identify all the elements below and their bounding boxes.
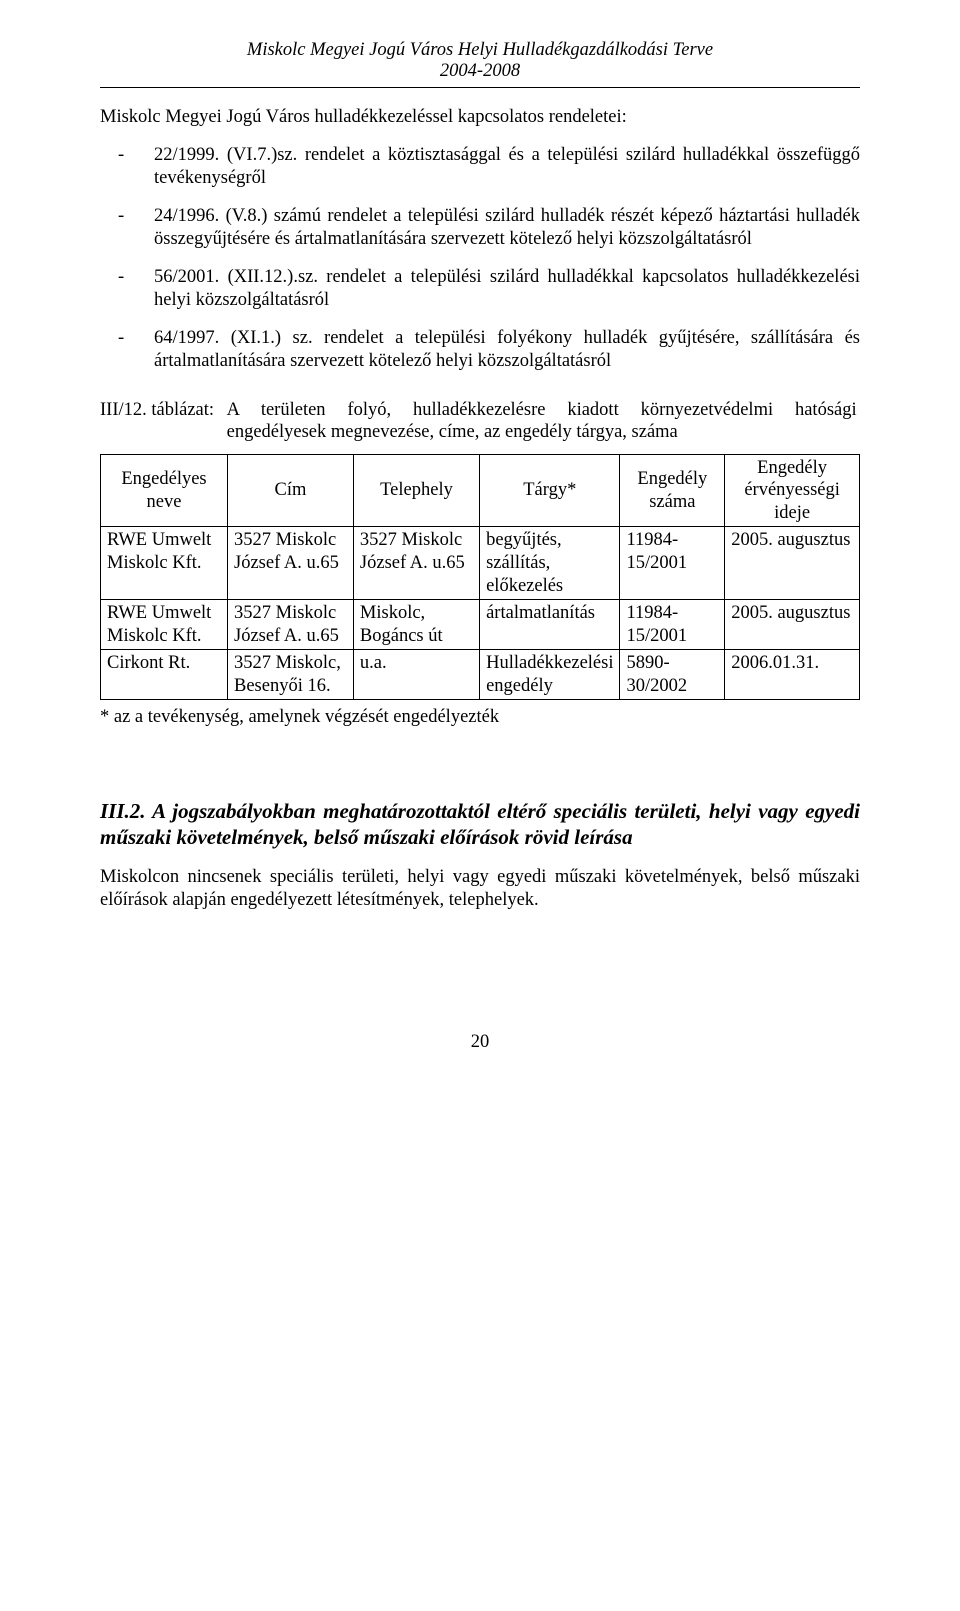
list-item-text: 24/1996. (V.8.) számú rendelet a települ… (154, 205, 860, 250)
table-footnote: * az a tevékenység, amelynek végzését en… (100, 706, 860, 729)
table-cell: 3527 Miskolc József A. u.65 (228, 600, 354, 650)
table-cell: Hulladékkezelési engedély (480, 650, 620, 700)
col-header: Telephely (353, 454, 479, 527)
table-cell: RWE Umwelt Miskolc Kft. (101, 527, 228, 600)
table-cell: Miskolc, Bogáncs út (353, 600, 479, 650)
list-item: - 22/1999. (VI.7.)sz. rendelet a köztisz… (100, 144, 860, 189)
page: Miskolc Megyei Jogú Város Helyi Hulladék… (0, 0, 960, 1114)
table-row: Cirkont Rt. 3527 Miskolc, Besenyői 16. u… (101, 650, 860, 700)
list-item-text: 64/1997. (XI.1.) sz. rendelet a települé… (154, 327, 860, 372)
table-cell: 3527 Miskolc József A. u.65 (353, 527, 479, 600)
table-header-row: Engedélyes neve Cím Telephely Tárgy* Eng… (101, 454, 860, 527)
col-header: Tárgy* (480, 454, 620, 527)
header-line-2: 2004-2008 (100, 61, 860, 82)
table-cell: Cirkont Rt. (101, 650, 228, 700)
table-cell: 11984-15/2001 (620, 600, 725, 650)
list-item: - 64/1997. (XI.1.) sz. rendelet a telepü… (100, 327, 860, 372)
decree-list: - 22/1999. (VI.7.)sz. rendelet a köztisz… (100, 144, 860, 373)
section-heading: III.2. A jogszabályokban meghatározottak… (100, 799, 860, 850)
list-item-text: 22/1999. (VI.7.)sz. rendelet a köztiszta… (154, 144, 860, 189)
list-item-text: 56/2001. (XII.12.).sz. rendelet a telepü… (154, 266, 860, 311)
intro-paragraph: Miskolc Megyei Jogú Város hulladékkezelé… (100, 106, 860, 129)
table-cell: RWE Umwelt Miskolc Kft. (101, 600, 228, 650)
table-cell: 3527 Miskolc, Besenyői 16. (228, 650, 354, 700)
list-item: - 24/1996. (V.8.) számú rendelet a telep… (100, 205, 860, 250)
table-row: RWE Umwelt Miskolc Kft. 3527 Miskolc Józ… (101, 600, 860, 650)
caption-text: A területen folyó, hulladékkezelésre kia… (227, 399, 857, 444)
document-header: Miskolc Megyei Jogú Város Helyi Hulladék… (100, 40, 860, 83)
permits-table: Engedélyes neve Cím Telephely Tárgy* Eng… (100, 454, 860, 701)
header-line-1: Miskolc Megyei Jogú Város Helyi Hulladék… (100, 40, 860, 61)
bullet-dash: - (100, 327, 154, 372)
bullet-dash: - (100, 205, 154, 250)
table-cell: 2006.01.31. (725, 650, 860, 700)
caption-lead: III/12. táblázat: (100, 399, 222, 422)
page-number: 20 (100, 1031, 860, 1054)
table-cell: 2005. augusztus (725, 600, 860, 650)
table-cell: 2005. augusztus (725, 527, 860, 600)
bullet-dash: - (100, 266, 154, 311)
table-cell: 11984-15/2001 (620, 527, 725, 600)
table-cell: 3527 Miskolc József A. u.65 (228, 527, 354, 600)
col-header: Engedély érvényességi ideje (725, 454, 860, 527)
header-rule (100, 87, 860, 88)
table-cell: u.a. (353, 650, 479, 700)
table-cell: ártalmatlanítás (480, 600, 620, 650)
col-header: Cím (228, 454, 354, 527)
table-row: RWE Umwelt Miskolc Kft. 3527 Miskolc Józ… (101, 527, 860, 600)
table-cell: 5890-30/2002 (620, 650, 725, 700)
list-item: - 56/2001. (XII.12.).sz. rendelet a tele… (100, 266, 860, 311)
section-body: Miskolcon nincsenek speciális területi, … (100, 866, 860, 911)
col-header: Engedély száma (620, 454, 725, 527)
bullet-dash: - (100, 144, 154, 189)
table-caption: III/12. táblázat: A területen folyó, hul… (100, 399, 860, 444)
table-cell: begyűjtés, szállítás, előkezelés (480, 527, 620, 600)
col-header: Engedélyes neve (101, 454, 228, 527)
